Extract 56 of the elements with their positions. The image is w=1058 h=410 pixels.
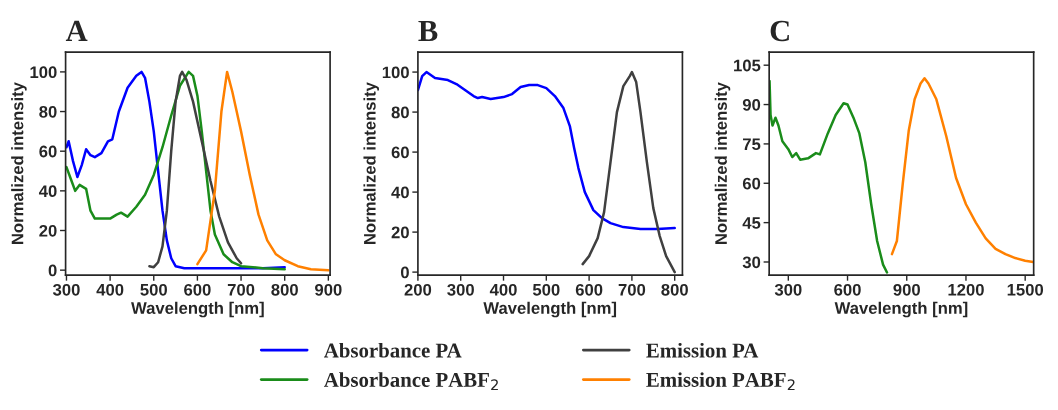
- y-tick-label: 40: [391, 186, 409, 199]
- x-tick-label: 300: [52, 283, 80, 296]
- y-tick-label: 100: [382, 66, 409, 79]
- x-tick-label: 600: [575, 283, 603, 296]
- x-tick-label: 800: [271, 283, 298, 296]
- y-tick-label: 60: [742, 177, 761, 190]
- x-tick-label: 1200: [948, 283, 984, 296]
- y-axis-title: Normalized intensity: [714, 82, 731, 244]
- y-tick-label: 0: [400, 266, 409, 279]
- x-tick-label: 200: [404, 283, 432, 296]
- y-axis-title: Normalized intensity: [11, 82, 27, 244]
- x-axis-title: Wavelength [nm]: [483, 301, 617, 318]
- x-tick-label: 300: [447, 283, 474, 296]
- x-axis-title: Wavelength [nm]: [131, 301, 264, 318]
- x-tick-label: 800: [661, 283, 688, 296]
- y-tick-label: 20: [39, 224, 57, 237]
- x-tick-label: 700: [618, 283, 646, 296]
- y-tick-label: 40: [38, 185, 57, 198]
- chart-title: A: [65, 20, 88, 41]
- x-tick-label: 600: [834, 283, 861, 296]
- line-series: [769, 79, 889, 274]
- legend-label: Absorbance PABF$_{2}$: [324, 372, 498, 391]
- line-series: [890, 77, 1034, 264]
- x-tick-label: 300: [774, 283, 802, 296]
- y-tick-label: 60: [39, 145, 57, 158]
- y-tick-label: 100: [30, 66, 57, 79]
- line-series: [417, 70, 676, 231]
- y-tick-label: 30: [742, 256, 761, 269]
- y-tick-label: 80: [39, 105, 57, 118]
- y-tick-label: 60: [391, 146, 409, 159]
- chart-title: C: [770, 20, 789, 42]
- y-tick-label: 90: [742, 98, 761, 111]
- y-tick-label: 80: [391, 106, 409, 119]
- chart-title: B: [418, 20, 438, 42]
- line-series: [581, 70, 676, 274]
- x-tick-label: 1500: [1007, 283, 1044, 296]
- y-tick-label: 105: [734, 59, 761, 72]
- x-tick-label: 700: [227, 283, 255, 296]
- legend-label: Absorbance PA: [324, 342, 462, 358]
- x-tick-label: 400: [96, 283, 124, 296]
- legend-label: Emission PA: [646, 342, 759, 358]
- line-series: [196, 70, 330, 272]
- legend-label: Emission PABF$_{2}$: [646, 372, 795, 391]
- x-tick-label: 900: [893, 283, 920, 296]
- y-axis-title: Normalized intensity: [363, 82, 379, 244]
- x-tick-label: 500: [532, 283, 560, 296]
- x-tick-label: 600: [184, 283, 211, 296]
- y-tick-label: 75: [743, 138, 761, 151]
- y-tick-label: 45: [742, 217, 761, 229]
- line-series: [148, 70, 243, 269]
- y-tick-label: 20: [391, 226, 409, 239]
- x-tick-label: 900: [315, 283, 342, 296]
- x-tick-label: 500: [140, 283, 167, 296]
- x-tick-label: 400: [489, 283, 517, 296]
- y-tick-label: 0: [48, 264, 57, 277]
- x-axis-title: Wavelength [nm]: [834, 301, 968, 318]
